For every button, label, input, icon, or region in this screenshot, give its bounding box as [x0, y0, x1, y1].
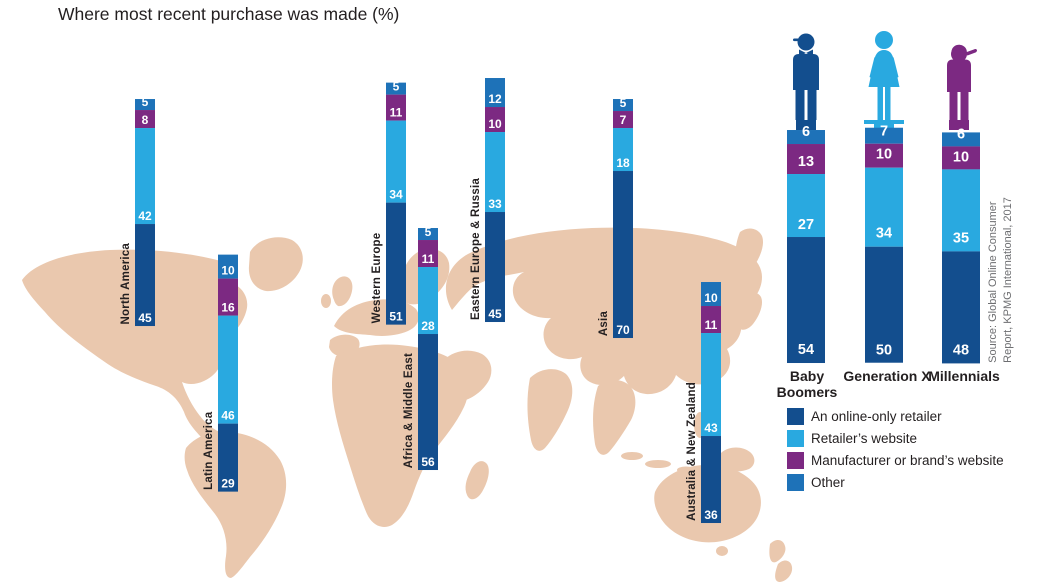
region-bar-eastern-europe-russia: Eastern Europe & Russia 12 10 33 45	[470, 78, 505, 322]
legend-item-retailer_website: Retailer’s website	[787, 430, 1004, 447]
bar-segment-other: 5	[418, 226, 438, 241]
bar-segment-retailer_website: 42	[135, 128, 155, 224]
legend-label-manufacturer_website: Manufacturer or brand’s website	[811, 453, 1004, 468]
bar-segment-manufacturer_website: 11	[418, 240, 438, 267]
bar-segment-other: 5	[386, 81, 406, 95]
generation-bar-generation-x: 7 10 34 50	[865, 124, 903, 363]
bar-segment-retailer_website: 28	[418, 266, 438, 335]
bar-segment-online_only: 56	[418, 334, 438, 470]
legend: An online-only retailer Retailer’s websit…	[787, 408, 1004, 496]
bar-segment-manufacturer_website: 10	[942, 146, 980, 170]
bar-segment-online_only: 36	[701, 436, 721, 523]
bar-segment-manufacturer_website: 8	[135, 110, 155, 129]
bar-segment-manufacturer_website: 13	[787, 144, 825, 175]
bar-segment-online_only: 51	[386, 202, 406, 325]
bar-segment-manufacturer_website: 10	[485, 107, 505, 132]
bar-segment-online_only: 45	[135, 223, 155, 326]
bar-segment-retailer_website: 33	[485, 131, 505, 213]
bar-segment-retailer_website: 34	[865, 167, 903, 247]
region-bar-australia-new-zealand: Australia & New Zealand 10 11 43 36	[686, 282, 721, 523]
generation-label-baby-boomers: Baby Boomers	[776, 368, 838, 401]
bar-segment-other: 10	[701, 282, 721, 307]
legend-label-online_only: An online-only retailer	[811, 409, 942, 424]
bar-segment-manufacturer_website: 11	[701, 306, 721, 333]
bar-segment-retailer_website: 43	[701, 332, 721, 437]
greenland-landmass	[248, 237, 303, 292]
region-label-north-america: North America	[120, 242, 132, 324]
generation-label-millennials: Millennials	[928, 368, 1000, 384]
region-label-western-europe: Western Europe	[371, 232, 383, 323]
bar-segment-other: 12	[485, 78, 505, 108]
generation-bar-baby-boomers: 6 13 27 54	[787, 124, 825, 363]
bar-segment-online_only: 50	[865, 246, 903, 363]
bar-segment-manufacturer_website: 16	[218, 278, 238, 316]
bar-segment-retailer_website: 27	[787, 174, 825, 238]
region-bar-africa-middle-east: Africa & Middle East 5 11 28 56	[403, 226, 438, 470]
chart-title: Where most recent purchase was made (%)	[58, 4, 400, 24]
person-with-backwards-cap-icon	[947, 44, 978, 130]
region-label-africa-middle-east: Africa & Middle East	[403, 352, 415, 468]
generation-label-generation-x: Generation X	[843, 368, 931, 384]
legend-label-other: Other	[811, 475, 845, 490]
bar-segment-other: 7	[865, 124, 903, 145]
africa-landmass	[332, 344, 469, 527]
legend-swatch-online_only	[787, 408, 804, 425]
woman-icon	[864, 31, 904, 130]
bar-segment-other: 6	[942, 127, 980, 147]
region-label-australia-new-zealand: Australia & New Zealand	[686, 382, 698, 521]
bar-segment-online_only: 45	[485, 212, 505, 322]
region-bar-north-america: North America 5 8 42 45	[120, 96, 155, 326]
bar-segment-online_only: 70	[613, 170, 633, 338]
bar-segment-retailer_website: 46	[218, 315, 238, 424]
bar-segment-online_only: 29	[218, 423, 238, 492]
bar-segment-online_only: 48	[942, 251, 980, 363]
legend-label-retailer_website: Retailer’s website	[811, 431, 918, 446]
legend-swatch-retailer_website	[787, 430, 804, 447]
legend-swatch-other	[787, 474, 804, 491]
bar-segment-retailer_website: 35	[942, 169, 980, 252]
bar-segment-other: 5	[135, 96, 155, 111]
bar-segment-other: 10	[218, 254, 238, 279]
region-bar-asia: Asia 5 7 18 70	[598, 97, 633, 338]
bar-segment-retailer_website: 18	[613, 127, 633, 171]
region-label-latin-america: Latin America	[203, 411, 215, 490]
source-note: Source: Global Online Consumer Report, K…	[986, 191, 1016, 363]
region-label-eastern-europe-russia: Eastern Europe & Russia	[470, 177, 482, 320]
region-bar-latin-america: Latin America 10 16 46 29	[203, 254, 238, 492]
legend-item-other: Other	[787, 474, 1004, 491]
source-line-2: Report, KPMG International, 2017	[1002, 197, 1014, 363]
bar-segment-manufacturer_website: 7	[613, 111, 633, 128]
bar-segment-online_only: 54	[787, 237, 825, 363]
legend-swatch-manufacturer_website	[787, 452, 804, 469]
bar-segment-other: 5	[613, 97, 633, 112]
region-label-asia: Asia	[598, 310, 610, 336]
region-bar-western-europe: Western Europe 5 11 34 51	[371, 81, 406, 325]
bar-segment-other: 6	[787, 124, 825, 145]
source-line-1: Source: Global Online Consumer	[987, 201, 1000, 363]
bar-segment-retailer_website: 34	[386, 121, 406, 203]
man-with-hat-icon	[793, 33, 819, 130]
legend-item-manufacturer_website: Manufacturer or brand’s website	[787, 452, 1004, 469]
bar-segment-manufacturer_website: 11	[386, 94, 406, 122]
legend-item-online_only: An online-only retailer	[787, 408, 1004, 425]
generation-bar-millennials: 6 10 35 48	[942, 127, 980, 363]
bar-segment-manufacturer_website: 10	[865, 144, 903, 168]
